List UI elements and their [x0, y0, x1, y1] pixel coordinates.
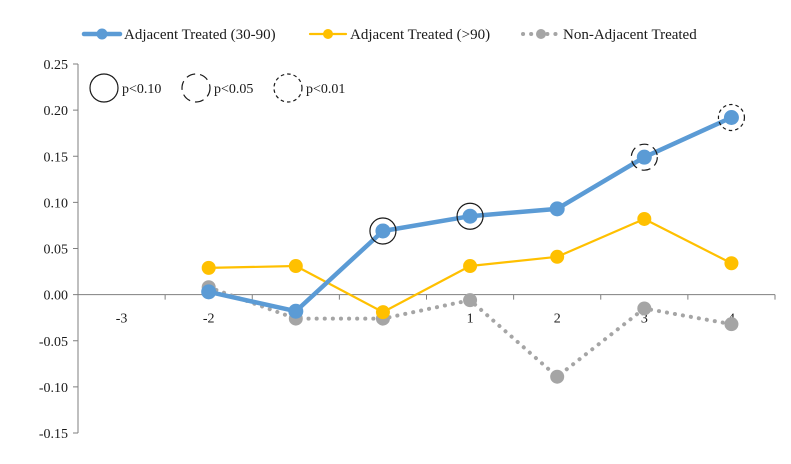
data-point-adjacent-treated-30-90 — [375, 223, 391, 239]
data-point-adjacent-treated-90 — [637, 211, 652, 226]
series-non-adjacent-treated — [201, 280, 739, 384]
data-point-adjacent-treated-30-90 — [288, 303, 304, 319]
significance-circle — [717, 103, 746, 132]
data-point-non-adjacent-treated — [724, 317, 739, 332]
data-point-adjacent-treated-90 — [724, 256, 739, 271]
data-point-adjacent-treated-90 — [288, 259, 303, 274]
data-point-adjacent-treated-30-90 — [549, 201, 565, 217]
data-point-adjacent-treated-30-90 — [462, 208, 478, 224]
significance-circle — [456, 202, 484, 230]
y-tick-label: -0.15 — [39, 427, 68, 442]
data-point-adjacent-treated-90 — [550, 249, 565, 264]
significance-legend-item: p<0.10 — [89, 73, 161, 103]
legend-item-adjacent-treated-30-90: Adjacent Treated (30-90) — [81, 27, 276, 43]
significance-legend-circle — [181, 73, 211, 103]
legend-item-adjacent-treated-90: Adjacent Treated (>90) — [308, 27, 490, 43]
legend-marker-adjacent-treated-30-90 — [96, 28, 108, 40]
data-point-non-adjacent-treated — [637, 301, 652, 316]
data-point-non-adjacent-treated — [463, 293, 478, 308]
data-point-adjacent-treated-90 — [463, 259, 478, 274]
series-adjacent-treated-90 — [201, 211, 739, 320]
significance-legend-circle — [89, 73, 119, 103]
legend-marker-non-adjacent-treated — [536, 29, 546, 39]
x-tick-label: -2 — [203, 312, 215, 327]
y-tick-label: 0.10 — [44, 196, 69, 211]
chart-series — [201, 110, 739, 384]
significance-legend: p<0.10 p<0.05 p<0.01 — [89, 73, 345, 103]
y-tick-label: 0.00 — [44, 289, 69, 304]
data-point-non-adjacent-treated — [550, 369, 565, 384]
significance-legend-item: p<0.05 — [181, 73, 253, 103]
y-tick-label: 0.20 — [44, 104, 69, 119]
x-tick-label: -3 — [116, 312, 128, 327]
significance-circle — [369, 217, 397, 245]
x-tick-label: 2 — [554, 312, 561, 327]
legend-marker-adjacent-treated-90 — [323, 29, 333, 39]
legend-label-non-adjacent-treated: Non-Adjacent Treated — [563, 27, 697, 43]
y-tick-label: 0.25 — [44, 58, 69, 73]
x-tick-label: 1 — [467, 312, 474, 327]
y-tick-label: -0.05 — [39, 335, 68, 350]
x-tick-label: 3 — [641, 312, 648, 327]
significance-legend-label: p<0.01 — [306, 82, 345, 97]
significance-legend-label: p<0.10 — [122, 82, 161, 97]
legend-label-adjacent-treated-90: Adjacent Treated (>90) — [350, 27, 490, 43]
chart-legend: Adjacent Treated (30-90) Adjacent Treated… — [81, 27, 697, 43]
significance-legend-label: p<0.05 — [214, 82, 253, 97]
legend-item-non-adjacent-treated: Non-Adjacent Treated — [521, 27, 697, 43]
series-adjacent-treated-30-90 — [201, 110, 739, 319]
y-tick-label: 0.15 — [44, 150, 69, 165]
data-point-adjacent-treated-90 — [375, 305, 390, 320]
data-point-adjacent-treated-30-90 — [201, 284, 217, 300]
data-point-adjacent-treated-90 — [201, 260, 216, 275]
y-tick-label: -0.10 — [39, 381, 68, 396]
y-tick-label: 0.05 — [44, 243, 69, 258]
significance-markers — [369, 103, 746, 245]
significance-legend-item: p<0.01 — [273, 73, 345, 103]
significance-circle — [630, 143, 658, 171]
chart-axes: 0.25 0.20 0.15 0.10 0.05 0.00 -0.05 -0.10 -0.15 -… — [39, 58, 776, 442]
data-point-adjacent-treated-30-90 — [636, 149, 652, 165]
data-point-adjacent-treated-30-90 — [723, 110, 739, 126]
legend-label-adjacent-treated-30-90: Adjacent Treated (30-90) — [124, 27, 276, 43]
significance-legend-circle — [273, 73, 303, 103]
